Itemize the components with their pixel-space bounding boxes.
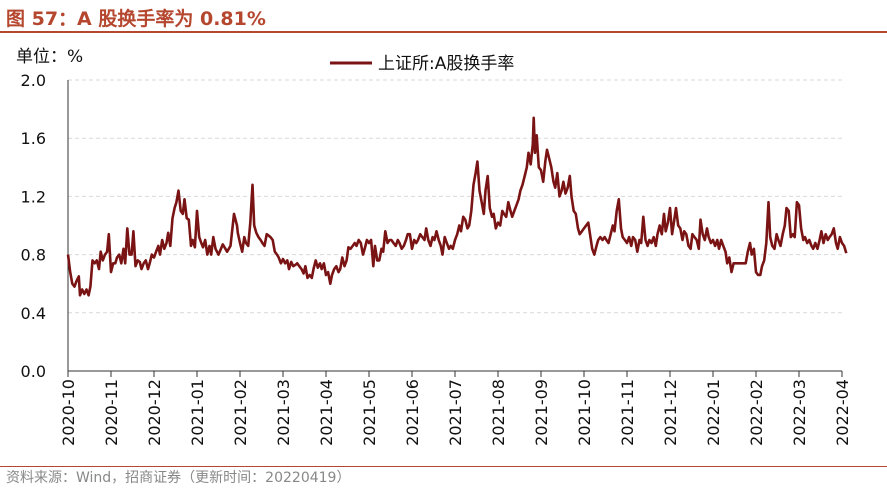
figure-title: 图 57：A 股换手率为 0.81%	[6, 8, 266, 30]
y-tick-label: 1.2	[21, 187, 46, 206]
line-chart: 0.0 0.4 0.8 1.2 1.6 2.0 2020-10 2020-11 2020-12…	[21, 54, 852, 446]
y-tick-labels: 0.0 0.4 0.8 1.2 1.6 2.0	[21, 71, 46, 381]
legend-label: 上证所:A股换手率	[378, 54, 514, 74]
title-rule	[0, 31, 887, 33]
unit-label: 单位：%	[16, 47, 84, 67]
x-tick-label: 2020-10	[59, 379, 78, 446]
x-tick-label: 2020-12	[145, 379, 164, 446]
x-tick-label: 2021-02	[231, 379, 250, 446]
x-tick-label: 2022-04	[833, 379, 852, 446]
gridlines	[68, 79, 842, 314]
x-tick-label: 2021-08	[489, 379, 508, 446]
x-tick-label: 2021-01	[188, 379, 207, 446]
x-tick-label: 2020-11	[102, 379, 121, 446]
x-tick-label: 2021-09	[532, 379, 551, 446]
y-tick-label: 0.0	[21, 362, 46, 381]
x-tick-label: 2021-12	[661, 379, 680, 446]
x-tick-label: 2022-01	[704, 379, 723, 446]
figure-header: 图 57：A 股换手率为 0.81%	[0, 0, 887, 34]
y-tick-label: 1.6	[21, 129, 46, 148]
legend: 上证所:A股换手率	[330, 54, 514, 74]
x-tick-label: 2021-10	[575, 379, 594, 446]
y-tick-label: 2.0	[21, 71, 46, 90]
x-tick-label: 2021-05	[360, 379, 379, 446]
footer-rule	[0, 466, 887, 467]
x-tick-labels: 2020-10 2020-11 2020-12 2021-01 2021-02 2021-…	[59, 379, 852, 446]
axes	[67, 80, 843, 377]
x-tick-label: 2022-02	[747, 379, 766, 446]
x-tick-label: 2021-07	[446, 379, 465, 446]
x-tick-label: 2022-03	[790, 379, 809, 446]
y-tick-label: 0.8	[21, 246, 46, 265]
series-layer	[66, 116, 848, 297]
x-tick-label: 2021-06	[403, 379, 422, 446]
x-tick-label: 2021-03	[274, 379, 293, 446]
y-tick-label: 0.4	[21, 304, 46, 323]
x-tick-label: 2021-11	[618, 379, 637, 446]
series-line-0	[66, 116, 848, 297]
source-note: 资料来源：Wind，招商证券（更新时间：20220419）	[6, 470, 351, 486]
x-tick-label: 2021-04	[317, 379, 336, 446]
